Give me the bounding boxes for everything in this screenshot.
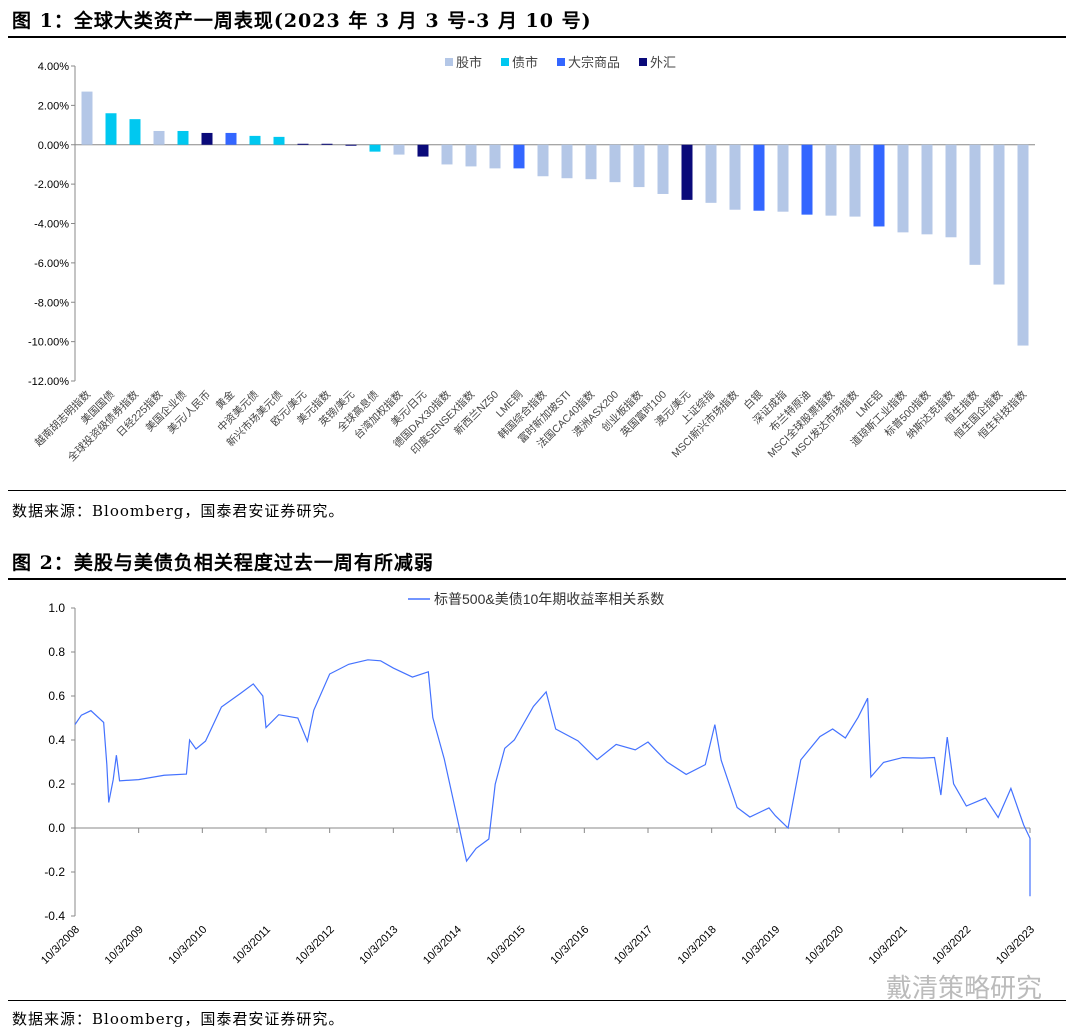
bar — [993, 144, 1005, 285]
legend-label: 外汇 — [650, 55, 676, 70]
y-tick-label: -4.00% — [34, 219, 69, 231]
y-tick-label: 0.2 — [48, 777, 65, 791]
x-tick-label: 10/3/2013 — [357, 924, 400, 967]
y-tick-label: 1.0 — [48, 601, 65, 615]
bar — [705, 144, 717, 203]
divider — [8, 490, 1066, 491]
divider — [8, 578, 1066, 580]
bar — [441, 144, 453, 165]
x-tick-label: 10/3/2012 — [294, 924, 337, 967]
y-tick-label: -6.00% — [34, 258, 69, 270]
bar — [777, 144, 789, 212]
bar — [585, 144, 597, 180]
bar — [729, 144, 741, 210]
bar — [921, 144, 933, 235]
bar — [897, 144, 909, 233]
bar — [105, 113, 117, 145]
y-tick-label: 4.00% — [38, 61, 69, 73]
bar — [321, 143, 333, 145]
y-tick-label: -8.00% — [34, 297, 69, 309]
x-tick-label: 10/3/2019 — [739, 924, 782, 967]
x-tick-label: 10/3/2018 — [676, 924, 719, 967]
bar — [969, 144, 981, 265]
legend-label: 债市 — [512, 55, 538, 70]
correlation-line-chart: 1.0 0.8 0.6 0.4 0.2 0.0 -0.2 -0.410/3/2008 10/3/… — [39, 591, 1037, 967]
x-tick-label: 10/3/2016 — [548, 924, 591, 967]
asset-performance-bar-chart: 4.00% 2.00% 0.00% -2.00% -4.00% -6.00% -8.00% -… — [28, 55, 1035, 464]
legend-swatch — [639, 58, 647, 66]
bar — [225, 132, 237, 145]
bar — [945, 144, 957, 238]
legend-swatch — [557, 58, 565, 66]
bar — [681, 144, 693, 200]
figure-2-title: 图 2：美股与美债负相关程度过去一周有所减弱 — [12, 552, 434, 574]
y-tick-label: 0.6 — [48, 689, 65, 703]
bar — [873, 144, 885, 227]
bar — [129, 119, 141, 145]
y-tick-label: 0.00% — [38, 140, 69, 152]
bar — [369, 144, 381, 152]
legend-label: 大宗商品 — [568, 55, 620, 70]
bar — [633, 144, 645, 188]
bar — [393, 144, 405, 155]
y-tick-label: -2.00% — [34, 179, 69, 191]
x-tick-label: 10/3/2010 — [166, 924, 209, 967]
bar — [849, 144, 861, 217]
y-tick-label: 2.00% — [38, 100, 69, 112]
bar — [489, 144, 501, 169]
bar — [465, 144, 477, 167]
y-tick-label: -0.2 — [44, 865, 65, 879]
x-tick-label: 10/3/2014 — [421, 924, 464, 967]
bar — [201, 132, 213, 145]
x-tick-label: 10/3/2023 — [994, 924, 1037, 967]
x-tick-label: 10/3/2017 — [612, 924, 655, 967]
divider — [8, 36, 1066, 38]
bar — [801, 144, 813, 215]
bar — [177, 130, 189, 145]
source-note-2: 数据来源：Bloomberg，国泰君安证券研究。 — [12, 1010, 345, 1028]
bar — [273, 136, 285, 145]
bar — [537, 144, 549, 177]
x-tick-label: 10/3/2015 — [485, 924, 528, 967]
figure-1-title: 图 1：全球大类资产一周表现(2023 年 3 月 3 号-3 月 10 号) — [12, 10, 592, 32]
legend-swatch — [445, 58, 453, 66]
bar — [417, 144, 429, 157]
legend-label: 股市 — [456, 55, 482, 70]
bar — [513, 144, 525, 169]
x-tick-label: 10/3/2020 — [803, 924, 846, 967]
x-tick-label: 10/3/2021 — [867, 924, 910, 967]
y-tick-label: -0.4 — [44, 909, 65, 923]
divider — [8, 1000, 1066, 1001]
bar — [345, 144, 357, 146]
legend-label: 标普500&美债10年期收益率相关系数 — [434, 591, 664, 607]
bar — [561, 144, 573, 179]
bar — [249, 135, 261, 145]
bar — [297, 143, 309, 145]
x-tick-label: 10/3/2008 — [39, 924, 82, 967]
y-tick-label: 0.0 — [48, 821, 65, 835]
bar — [753, 144, 765, 211]
y-tick-label: 0.8 — [48, 645, 65, 659]
bar — [657, 144, 669, 194]
bar — [1017, 144, 1029, 346]
x-tick-label: 10/3/2009 — [103, 924, 146, 967]
bar — [81, 91, 93, 145]
y-tick-label: -12.00% — [28, 376, 69, 388]
y-tick-label: 0.4 — [48, 733, 65, 747]
legend-swatch — [501, 58, 509, 66]
bar — [825, 144, 837, 216]
x-tick-label: 10/3/2011 — [231, 924, 274, 967]
watermark: 戴清策略研究 — [885, 974, 1042, 1004]
correlation-line — [74, 659, 1031, 897]
source-note-1: 数据来源：Bloomberg，国泰君安证券研究。 — [12, 502, 345, 520]
bar — [153, 130, 165, 145]
y-tick-label: -10.00% — [28, 337, 69, 349]
x-tick-label: 10/3/2022 — [930, 924, 973, 967]
bar — [609, 144, 621, 183]
